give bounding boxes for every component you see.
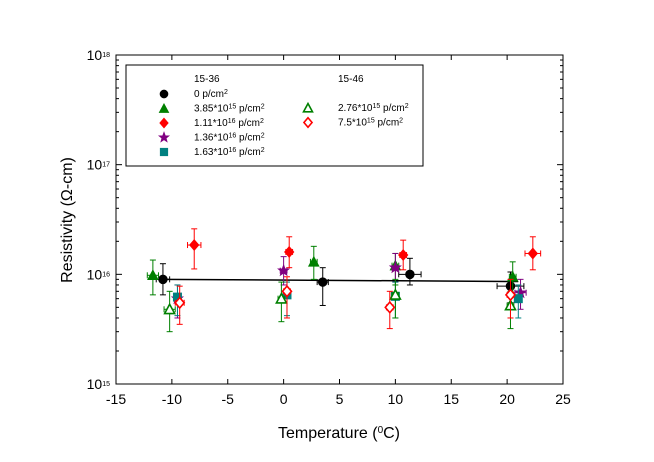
legend-marker-square bbox=[159, 147, 169, 157]
y-tick-label: 1017 bbox=[87, 157, 110, 173]
legend-group-title-1: 15-36 bbox=[194, 74, 220, 85]
x-tick-label: -5 bbox=[222, 391, 235, 407]
x-tick-label: 15 bbox=[443, 391, 459, 407]
legend-item: 0 p/cm2 bbox=[159, 89, 228, 101]
legend-item: 1.36*1016 p/cm2 bbox=[157, 131, 265, 144]
data-point-diamond bbox=[527, 247, 538, 260]
legend-label: 3.85*1015 p/cm2 bbox=[194, 103, 265, 115]
data-point-diamond bbox=[384, 300, 396, 314]
legend-item: 1.63*1016 p/cm2 bbox=[159, 147, 265, 159]
data-point-diamond bbox=[174, 296, 186, 310]
legend-marker-star bbox=[157, 131, 171, 143]
legend-group-title-2: 15-46 bbox=[338, 74, 364, 85]
data-point-circle bbox=[158, 274, 168, 285]
y-tick-label: 1016 bbox=[87, 266, 110, 282]
x-tick-label: 0 bbox=[280, 391, 288, 407]
y-tick-label: 1018 bbox=[87, 47, 110, 63]
fit-line bbox=[160, 278, 519, 283]
x-tick-label: 5 bbox=[336, 391, 344, 407]
legend-marker-diamond bbox=[159, 117, 169, 129]
data-point-diamond bbox=[504, 288, 517, 302]
legend-item: 7.5*1015 p/cm2 bbox=[302, 116, 403, 129]
series-6 bbox=[163, 278, 517, 333]
data-point-star bbox=[388, 260, 402, 274]
legend-label: 1.63*1016 p/cm2 bbox=[194, 147, 265, 159]
y-axis-label: Resistivity (Ω-cm) bbox=[59, 157, 76, 283]
data-point-triangle bbox=[147, 269, 159, 281]
x-tick-label: 25 bbox=[555, 391, 571, 407]
legend-label: 1.36*1016 p/cm2 bbox=[194, 132, 265, 144]
x-axis-ticks: -15 -10 -5 0 5 10 15 20 25 bbox=[106, 55, 571, 407]
x-tick-label: 20 bbox=[499, 391, 515, 407]
data-point-circle bbox=[317, 277, 328, 287]
data-point-triangle bbox=[275, 291, 288, 304]
x-tick-label: -10 bbox=[162, 391, 182, 407]
legend-label: 2.76*1015 p/cm2 bbox=[338, 103, 409, 115]
fit-line-group bbox=[160, 278, 519, 283]
series-group bbox=[146, 228, 542, 333]
series-2 bbox=[146, 245, 519, 296]
legend-item: 1.11*1016 p/cm2 bbox=[159, 117, 264, 130]
data-point-diamond bbox=[189, 239, 200, 252]
y-tick-label: 1015 bbox=[87, 376, 110, 392]
data-point-triangle bbox=[307, 255, 320, 267]
legend-item: 2.76*1015 p/cm2 bbox=[302, 101, 409, 115]
series-5 bbox=[172, 281, 523, 319]
legend-item: 3.85*1015 p/cm2 bbox=[158, 102, 265, 115]
series-4 bbox=[170, 252, 528, 319]
series-7 bbox=[174, 276, 517, 330]
data-point-triangle bbox=[163, 302, 176, 315]
legend-box bbox=[125, 64, 424, 167]
data-point-diamond bbox=[281, 284, 293, 298]
legend: 15-36 15-46 0 p/cm2 3.85*1015 p/cm2 1.11*1… bbox=[125, 64, 424, 167]
y-axis-ticks: 1015 1016 1017 1018 bbox=[87, 47, 563, 392]
legend-marker-triangle bbox=[302, 101, 314, 113]
data-point-diamond bbox=[398, 249, 409, 262]
x-tick-label: -15 bbox=[106, 391, 126, 407]
legend-marker-circle bbox=[159, 89, 169, 99]
series-3 bbox=[187, 228, 542, 271]
x-axis-label: Temperature (0C) bbox=[278, 425, 400, 443]
data-point-square bbox=[513, 294, 523, 304]
data-point-star bbox=[277, 263, 291, 277]
legend-label: 7.5*1015 p/cm2 bbox=[338, 117, 403, 129]
data-point-circle bbox=[405, 269, 415, 280]
data-point-triangle bbox=[506, 270, 519, 282]
legend-label: 0 p/cm2 bbox=[194, 89, 228, 101]
legend-label: 1.11*1016 p/cm2 bbox=[194, 118, 264, 130]
legend-marker-diamond bbox=[302, 116, 314, 129]
data-point-triangle bbox=[389, 288, 402, 300]
legend-marker-triangle bbox=[158, 102, 170, 113]
data-point-diamond bbox=[284, 245, 295, 258]
x-tick-label: 10 bbox=[388, 391, 404, 407]
